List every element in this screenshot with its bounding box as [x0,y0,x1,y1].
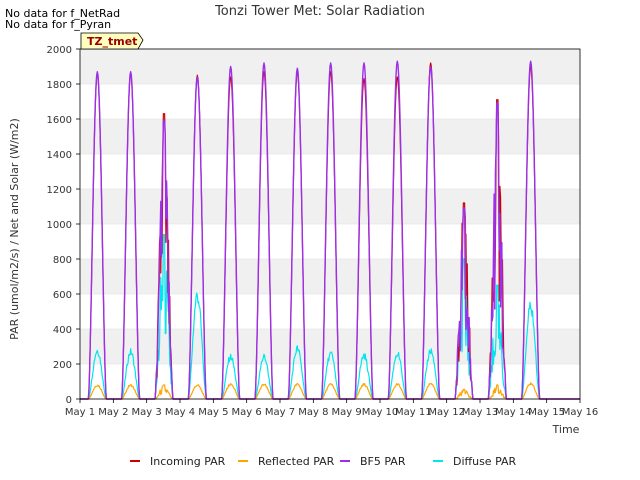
legend-label-reflected: Reflected PAR [258,455,335,468]
x-tick-label: May 5 [198,407,228,418]
site-badge: TZ_tmet [80,32,144,50]
x-tick-label: May 14 [495,407,532,418]
y-tick-label: 2000 [47,45,72,56]
no-data-notice-pyran: No data for f_Pyran [5,18,112,31]
x-tick-label: May 11 [395,407,432,418]
grid-band [80,259,580,294]
legend-label-diffuse: Diffuse PAR [453,455,517,468]
x-tick-label: May 8 [298,407,328,418]
chart-title: Tonzi Tower Met: Solar Radiation [214,4,425,19]
legend-label-incoming: Incoming PAR [150,455,226,468]
x-tick-label: May 9 [332,407,362,418]
x-tick-label: May 4 [165,407,195,418]
x-tick-label: May 7 [265,407,295,418]
y-axis-label: PAR (umol/m2/s) / Net and Solar (W/m2) [8,118,21,340]
x-tick-label: May 2 [98,407,128,418]
grid-band [80,119,580,154]
x-tick-label: May 15 [528,407,565,418]
y-tick-label: 1800 [47,80,72,91]
x-tick-label: May 6 [232,407,262,418]
y-tick-label: 800 [53,255,72,266]
x-tick-label: May 10 [362,407,399,418]
x-tick-label: May 13 [462,407,499,418]
legend-label-bf5: BF5 PAR [360,455,406,468]
grid-band [80,189,580,224]
badge-background [80,32,144,50]
no-data-notice-netrad: No data for f_NetRad [5,7,121,20]
grid-band [80,329,580,364]
badge-label: TZ_tmet [87,35,137,48]
y-tick-label: 400 [53,325,72,336]
y-tick-label: 1200 [47,185,72,196]
x-tick-label: May 16 [562,407,599,418]
legend: Incoming PAR Reflected PAR BF5 PAR Diffuse … [130,455,517,468]
y-tick-label: 600 [53,290,72,301]
y-tick-label: 200 [53,360,72,371]
y-tick-label: 0 [66,395,72,406]
y-tick-label: 1400 [47,150,72,161]
y-tick-label: 1600 [47,115,72,126]
x-tick-label: May 1 [65,407,95,418]
y-tick-label: 1000 [47,220,72,231]
x-axis-label: Time [552,423,580,436]
x-tick-label: May 3 [132,407,162,418]
x-tick-label: May 12 [428,407,465,418]
